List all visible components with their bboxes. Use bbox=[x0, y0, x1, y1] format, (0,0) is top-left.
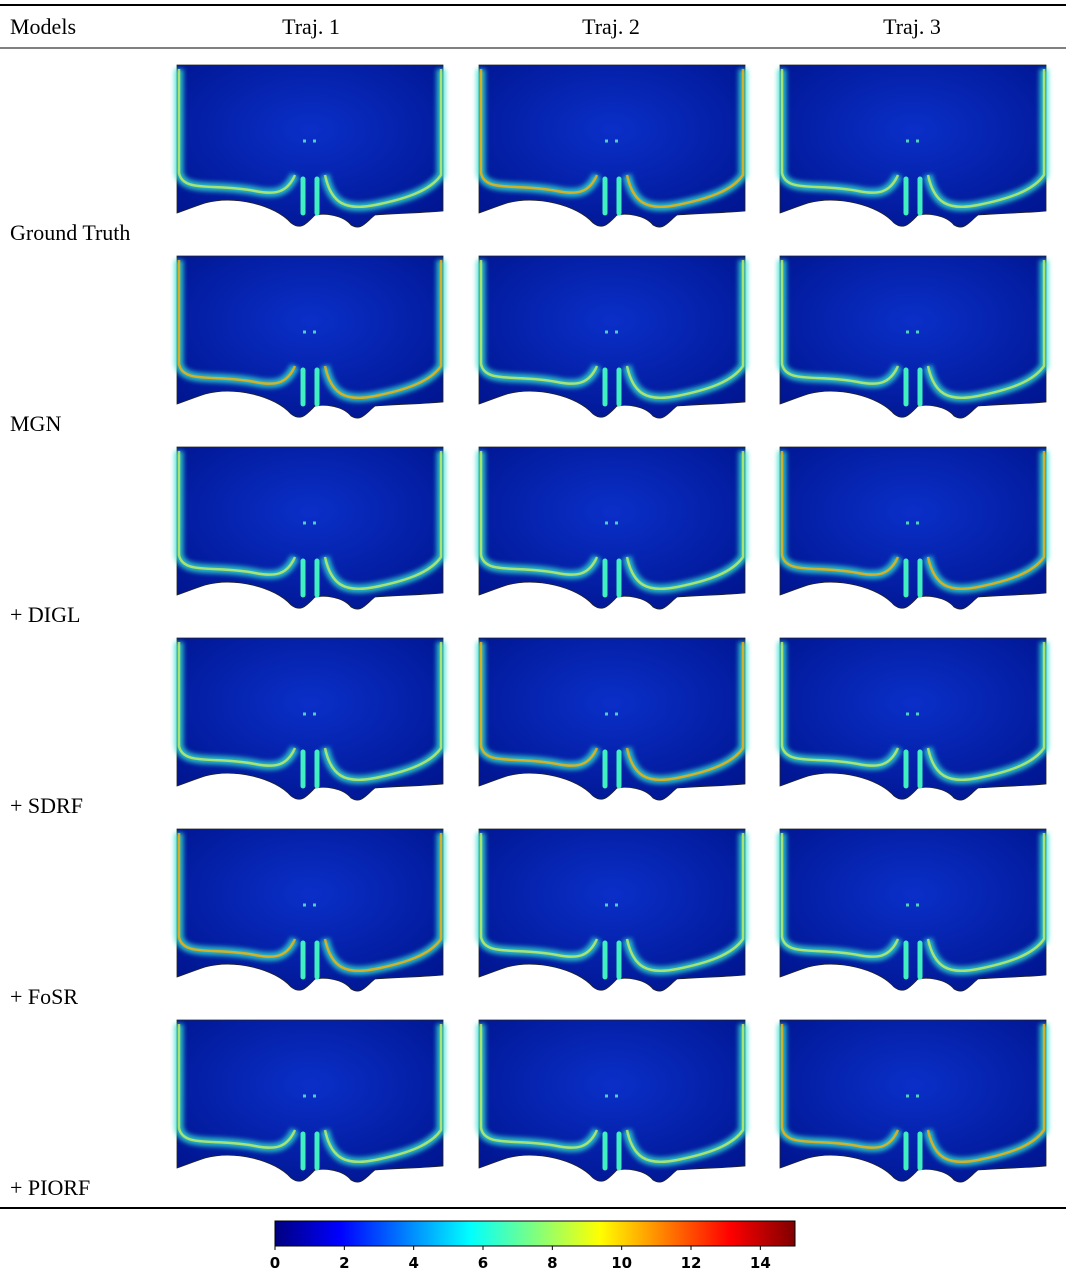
field-panel bbox=[476, 255, 748, 419]
boundary-core bbox=[479, 1024, 745, 1164]
colorbar-tick-label: 0 bbox=[270, 1254, 280, 1272]
boundary-core bbox=[177, 260, 443, 400]
domain bbox=[176, 1019, 444, 1183]
boundary-core bbox=[177, 451, 443, 591]
nozzle bbox=[903, 749, 923, 789]
boundary-core bbox=[780, 642, 1046, 782]
domain bbox=[176, 446, 444, 610]
field-panel bbox=[174, 446, 446, 610]
colorbar-tick-label: 14 bbox=[750, 1254, 771, 1272]
domain bbox=[779, 255, 1047, 419]
field-panel bbox=[476, 446, 748, 610]
nozzle bbox=[903, 1131, 923, 1171]
field-panel bbox=[174, 828, 446, 992]
colorbar-tick-label: 2 bbox=[339, 1254, 349, 1272]
nozzle bbox=[602, 749, 622, 789]
field-panel bbox=[777, 64, 1049, 228]
nozzle bbox=[300, 1131, 320, 1171]
boundary-core bbox=[780, 69, 1046, 209]
nozzle bbox=[903, 558, 923, 598]
column-header: Models bbox=[10, 14, 76, 39]
nozzle bbox=[300, 940, 320, 980]
nozzle bbox=[300, 367, 320, 407]
row-label: MGN bbox=[10, 411, 61, 436]
nozzle bbox=[602, 558, 622, 598]
domain bbox=[779, 446, 1047, 610]
boundary-core bbox=[177, 69, 443, 209]
nozzle bbox=[602, 940, 622, 980]
field-panel bbox=[174, 255, 446, 419]
boundary-core bbox=[479, 833, 745, 973]
field-panel bbox=[476, 828, 748, 992]
row-label: + SDRF bbox=[10, 793, 83, 818]
boundary-core bbox=[479, 451, 745, 591]
field-panel bbox=[777, 637, 1049, 801]
boundary-core bbox=[780, 1024, 1046, 1164]
nozzle bbox=[602, 176, 622, 216]
field-panel bbox=[777, 446, 1049, 610]
domain bbox=[176, 255, 444, 419]
domain bbox=[779, 637, 1047, 801]
boundary-core bbox=[177, 642, 443, 782]
domain bbox=[176, 64, 444, 228]
boundary-core bbox=[479, 69, 745, 209]
colorbar-tick-label: 8 bbox=[547, 1254, 557, 1272]
row-label: + PIORF bbox=[10, 1175, 90, 1200]
colorbar-tick-label: 10 bbox=[611, 1254, 632, 1272]
column-header: Traj. 1 bbox=[282, 14, 340, 39]
field-panel bbox=[476, 1019, 748, 1183]
nozzle bbox=[602, 1131, 622, 1171]
domain bbox=[779, 828, 1047, 992]
domain bbox=[779, 1019, 1047, 1183]
boundary-core bbox=[479, 260, 745, 400]
row-label: Ground Truth bbox=[10, 220, 130, 245]
column-header: Traj. 2 bbox=[582, 14, 640, 39]
boundary-core bbox=[780, 833, 1046, 973]
field-panel bbox=[174, 1019, 446, 1183]
row-label: + DIGL bbox=[10, 602, 80, 627]
colorbar-tick-label: 6 bbox=[478, 1254, 488, 1272]
domain bbox=[779, 64, 1047, 228]
column-header: Traj. 3 bbox=[883, 14, 941, 39]
row-label: + FoSR bbox=[10, 984, 78, 1009]
field-panel bbox=[476, 637, 748, 801]
field-panel bbox=[777, 255, 1049, 419]
colorbar-tick-label: 4 bbox=[408, 1254, 418, 1272]
domain bbox=[478, 1019, 746, 1183]
boundary-core bbox=[177, 833, 443, 973]
nozzle bbox=[903, 367, 923, 407]
domain bbox=[176, 828, 444, 992]
domain bbox=[478, 637, 746, 801]
nozzle bbox=[903, 176, 923, 216]
boundary-core bbox=[780, 260, 1046, 400]
domain bbox=[478, 828, 746, 992]
domain bbox=[478, 64, 746, 228]
colorbar-tick-label: 12 bbox=[681, 1254, 702, 1272]
nozzle bbox=[602, 367, 622, 407]
field-panel bbox=[476, 64, 748, 228]
boundary-core bbox=[780, 451, 1046, 591]
nozzle bbox=[300, 558, 320, 598]
domain bbox=[478, 255, 746, 419]
domain bbox=[478, 446, 746, 610]
nozzle bbox=[300, 176, 320, 216]
domain bbox=[176, 637, 444, 801]
field-panel bbox=[777, 1019, 1049, 1183]
nozzle bbox=[300, 749, 320, 789]
field-panel bbox=[174, 637, 446, 801]
field-panel bbox=[777, 828, 1049, 992]
boundary-core bbox=[177, 1024, 443, 1164]
colorbar bbox=[274, 1220, 796, 1247]
nozzle bbox=[903, 940, 923, 980]
field-panel bbox=[174, 64, 446, 228]
boundary-core bbox=[479, 642, 745, 782]
